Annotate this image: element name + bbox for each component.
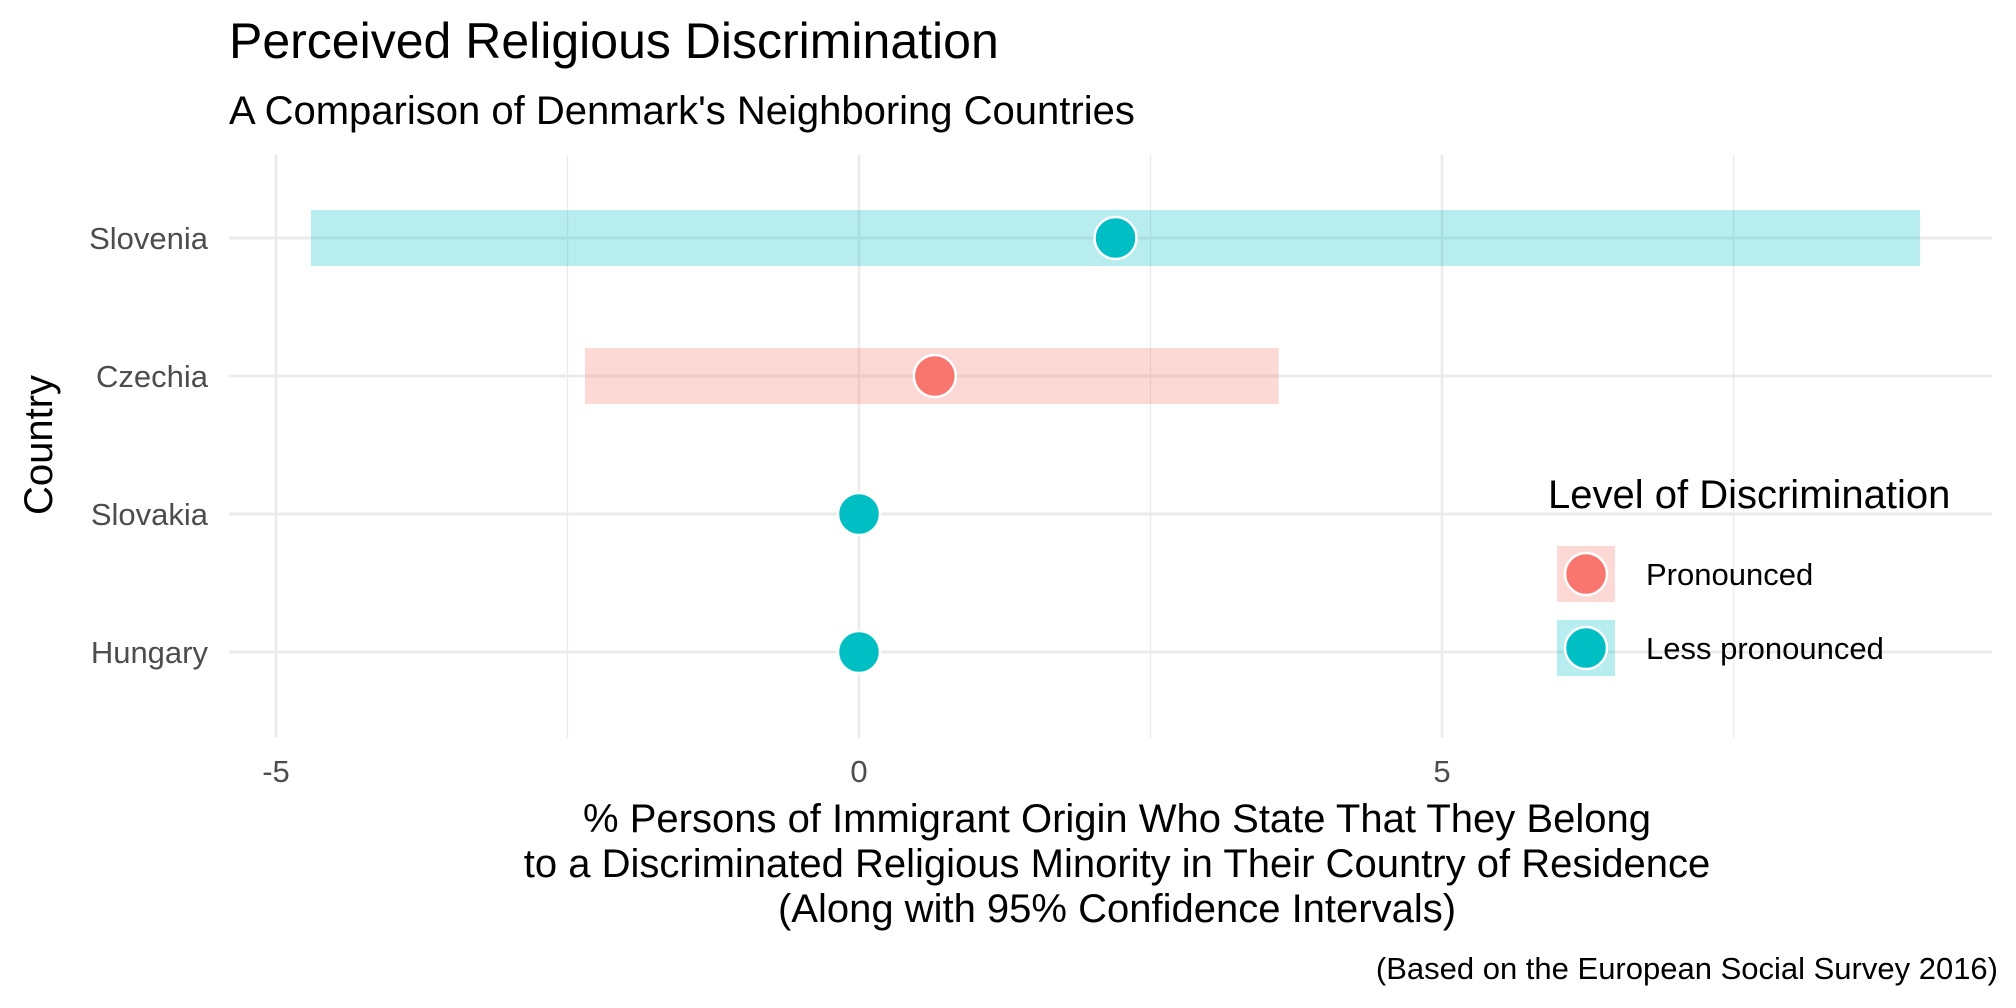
data-points [836,215,1138,675]
y-tick-label: Czechia [96,359,209,394]
x-tick-label: 0 [850,754,867,789]
x-axis-tick-labels: -5 0 5 [262,754,1450,789]
point-czechia [912,353,958,399]
point-slovenia [1093,215,1138,261]
legend-label: Pronounced [1646,557,1813,592]
legend-label: Less pronounced [1646,631,1884,666]
x-tick-label: 5 [1433,754,1450,789]
x-axis-title-line-3: (Along with 95% Confidence Intervals) [778,887,1456,931]
chart-subtitle: A Comparison of Denmark's Neighboring Co… [229,89,1135,133]
x-axis-title: % Persons of Immigrant Origin Who State … [524,797,1710,931]
chart-title: Perceived Religious Discrimination [229,13,999,69]
caption: (Based on the European Social Survey 201… [1376,951,1998,986]
y-tick-label: Hungary [91,635,209,670]
point-slovakia [836,491,882,537]
x-axis-title-line-1: % Persons of Immigrant Origin Who State … [583,797,1651,841]
x-tick-label: -5 [262,754,290,789]
legend-key-point [1563,551,1609,597]
y-tick-label: Slovenia [89,221,209,256]
y-axis-title: Country [17,375,61,515]
legend: Level of Discrimination Pronounced Less p… [1548,473,1950,676]
y-axis-tick-labels: Slovenia Czechia Slovakia Hungary [89,221,209,670]
legend-title: Level of Discrimination [1548,473,1950,517]
x-axis-title-line-2: to a Discriminated Religious Minority in… [524,842,1710,886]
legend-entries: Pronounced Less pronounced [1557,546,1884,676]
legend-key-point [1563,625,1609,671]
y-tick-label: Slovakia [91,497,209,532]
point-hungary [836,629,882,675]
